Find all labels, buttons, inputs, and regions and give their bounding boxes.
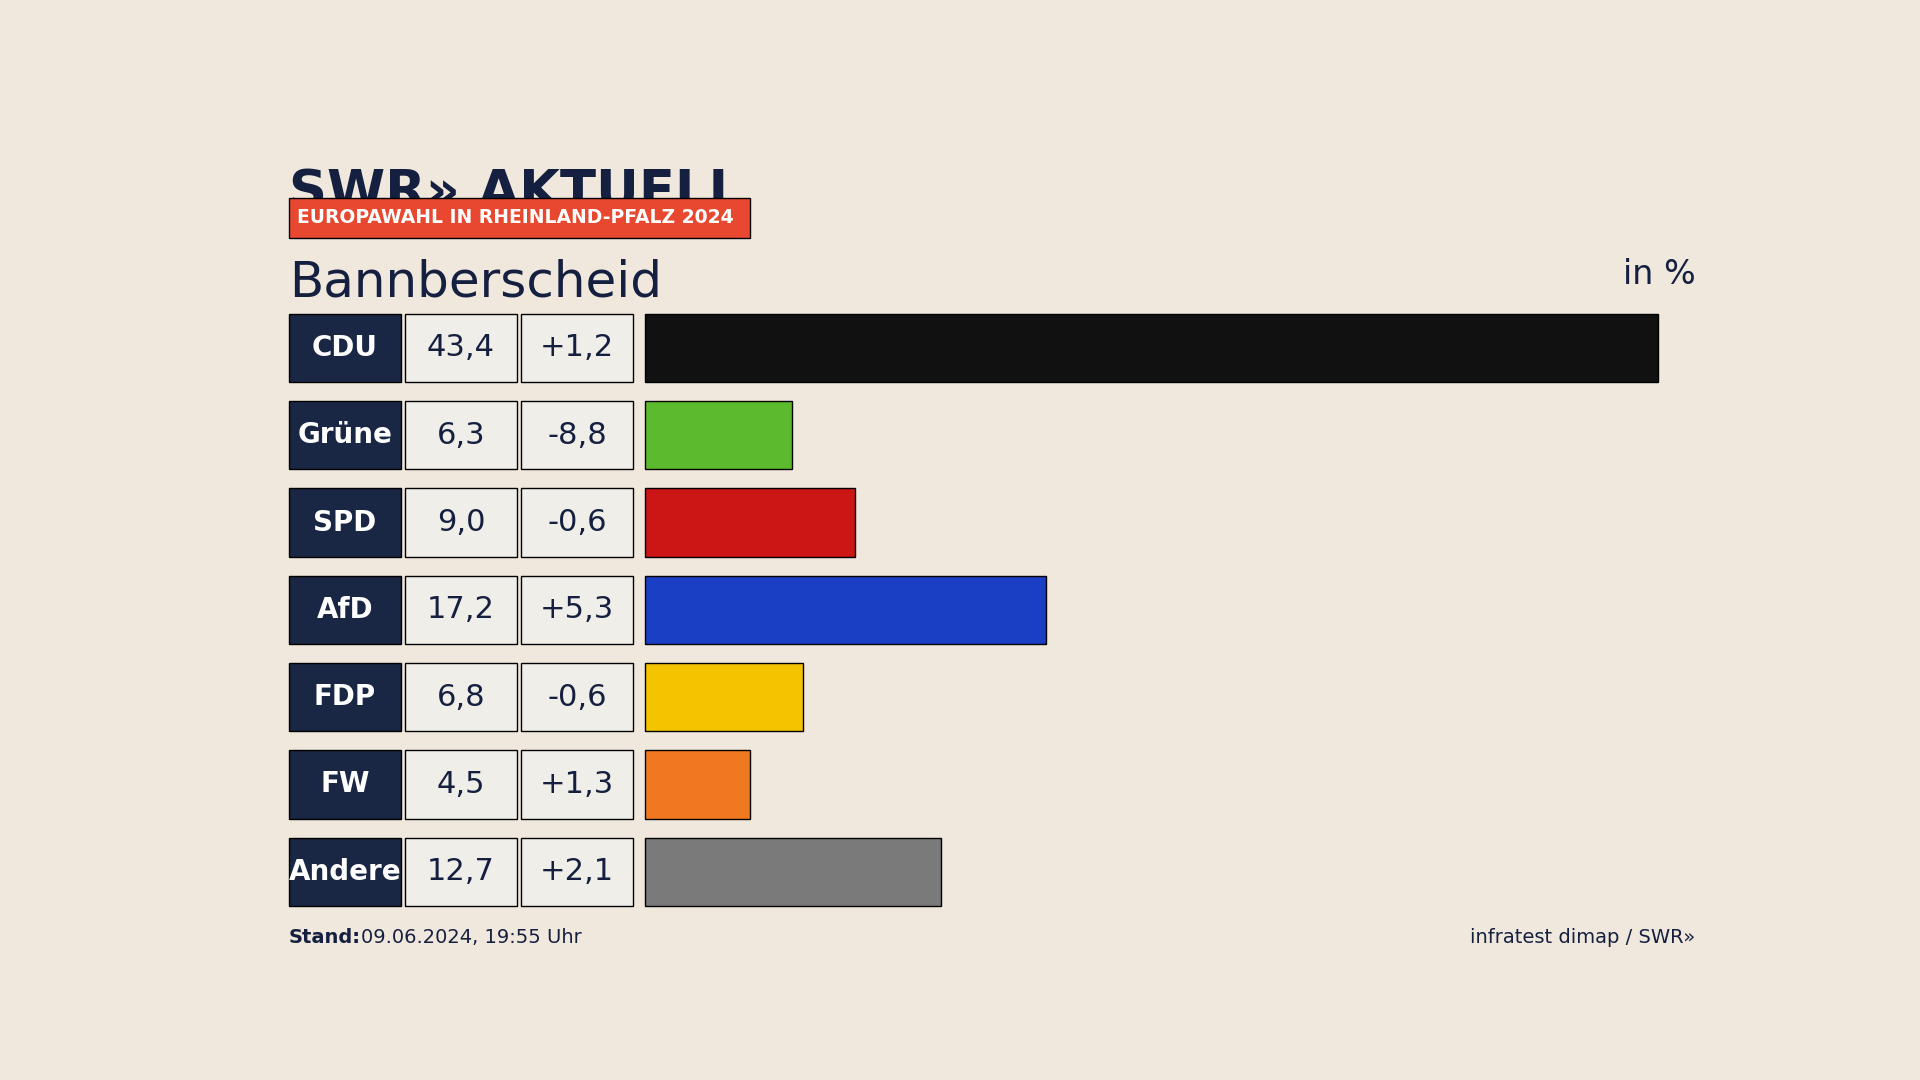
- FancyBboxPatch shape: [290, 576, 401, 644]
- Text: FW: FW: [321, 770, 371, 798]
- FancyBboxPatch shape: [520, 488, 634, 556]
- FancyBboxPatch shape: [645, 663, 803, 731]
- FancyBboxPatch shape: [290, 751, 401, 819]
- Text: in %: in %: [1622, 258, 1695, 292]
- FancyBboxPatch shape: [645, 314, 1657, 382]
- FancyBboxPatch shape: [405, 663, 516, 731]
- FancyBboxPatch shape: [290, 838, 401, 906]
- Text: -8,8: -8,8: [547, 421, 607, 449]
- Text: 09.06.2024, 19:55 Uhr: 09.06.2024, 19:55 Uhr: [361, 929, 582, 947]
- Text: 12,7: 12,7: [426, 858, 495, 887]
- FancyBboxPatch shape: [520, 838, 634, 906]
- FancyBboxPatch shape: [405, 576, 516, 644]
- Text: infratest dimap / SWR»: infratest dimap / SWR»: [1471, 929, 1695, 947]
- FancyBboxPatch shape: [520, 576, 634, 644]
- Text: 17,2: 17,2: [426, 595, 495, 624]
- Text: +1,2: +1,2: [540, 334, 614, 363]
- FancyBboxPatch shape: [290, 663, 401, 731]
- Text: CDU: CDU: [311, 334, 378, 362]
- Text: SPD: SPD: [313, 509, 376, 537]
- Text: AfD: AfD: [317, 596, 372, 624]
- FancyBboxPatch shape: [290, 488, 401, 556]
- FancyBboxPatch shape: [290, 198, 751, 238]
- Text: EUROPAWAHL IN RHEINLAND-PFALZ 2024: EUROPAWAHL IN RHEINLAND-PFALZ 2024: [296, 208, 733, 227]
- FancyBboxPatch shape: [405, 401, 516, 470]
- FancyBboxPatch shape: [290, 314, 401, 382]
- Text: +2,1: +2,1: [540, 858, 614, 887]
- Text: Stand:: Stand:: [290, 929, 361, 947]
- Text: Andere: Andere: [288, 858, 401, 886]
- Text: Bannberscheid: Bannberscheid: [290, 258, 662, 307]
- Text: 43,4: 43,4: [426, 334, 495, 363]
- FancyBboxPatch shape: [405, 488, 516, 556]
- Text: 4,5: 4,5: [436, 770, 486, 799]
- Text: FDP: FDP: [313, 684, 376, 711]
- FancyBboxPatch shape: [645, 751, 751, 819]
- FancyBboxPatch shape: [405, 838, 516, 906]
- FancyBboxPatch shape: [645, 401, 791, 470]
- FancyBboxPatch shape: [520, 663, 634, 731]
- FancyBboxPatch shape: [645, 576, 1046, 644]
- FancyBboxPatch shape: [520, 314, 634, 382]
- Text: +1,3: +1,3: [540, 770, 614, 799]
- FancyBboxPatch shape: [405, 314, 516, 382]
- Text: -0,6: -0,6: [547, 508, 607, 537]
- Text: 6,3: 6,3: [436, 421, 486, 449]
- FancyBboxPatch shape: [645, 488, 854, 556]
- Text: 6,8: 6,8: [436, 683, 486, 712]
- Text: +5,3: +5,3: [540, 595, 614, 624]
- FancyBboxPatch shape: [520, 751, 634, 819]
- FancyBboxPatch shape: [405, 751, 516, 819]
- FancyBboxPatch shape: [520, 401, 634, 470]
- FancyBboxPatch shape: [290, 401, 401, 470]
- Text: 9,0: 9,0: [436, 508, 486, 537]
- Text: Grüne: Grüne: [298, 421, 392, 449]
- Text: -0,6: -0,6: [547, 683, 607, 712]
- Text: SWR» AKTUELL: SWR» AKTUELL: [290, 167, 743, 219]
- FancyBboxPatch shape: [645, 838, 941, 906]
